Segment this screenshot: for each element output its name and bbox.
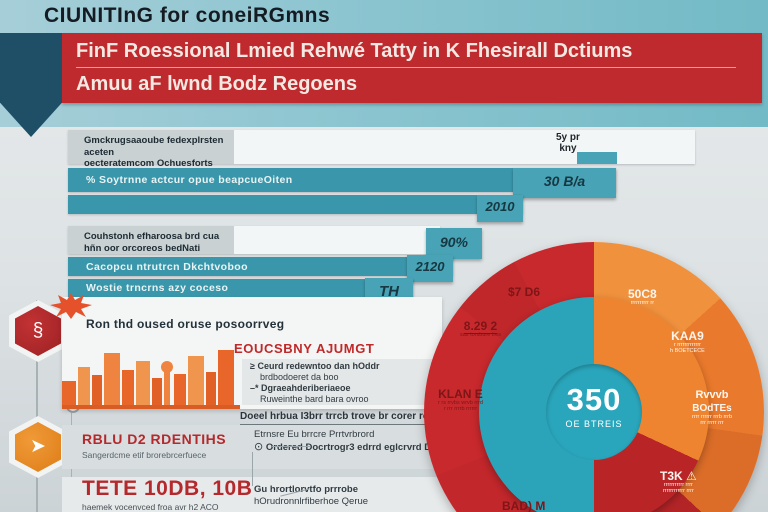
bullet-2-line-1: –* Dgraeahderiberiaeoe xyxy=(250,383,351,393)
bar-row-6-label: Wostie trncrns azy coceso xyxy=(86,282,229,294)
card-heading: EOUCSBNY AJUMGT xyxy=(234,341,375,356)
bar-row-5-value: 2120 xyxy=(407,255,453,282)
banner-title: FinF Roessional Lmied Rehwé Tatty in K F… xyxy=(76,40,736,68)
bullet-2-line-2: Ruweinthe bard bara ovroo xyxy=(260,394,369,404)
notes-header: Doeel hrbua I3brr trrcb trove br corer r… xyxy=(240,411,512,425)
banner-subtitle: Amuu aF lwnd Bodz Regoens xyxy=(76,73,358,95)
milestone-1-note-line-2: Ordered Docrtrogr3 edrrd eglcrvrd DHhO5 xyxy=(265,442,457,453)
donut-center-value: 350 xyxy=(566,382,622,417)
bar-row-1: Gmckrugsaaoube fedexplrsten aceten oecte… xyxy=(68,130,695,181)
timeline-line xyxy=(36,300,38,512)
bar-row-2: % Soytrnne actcur opue beapcueOiten 30 B… xyxy=(68,168,616,198)
card-title: Ron thd oused oruse posoorrveg xyxy=(86,317,285,331)
bar-row-4-label: Couhstonh efharoosa brd cua hñn oor orco… xyxy=(68,226,234,254)
bullet-1-line-2: brdbodoeret da boo xyxy=(260,372,339,382)
donut-center: 350 OE BTREIS xyxy=(546,364,642,460)
starburst-icon xyxy=(50,293,92,319)
bar-row-1-value: 5y pr kny xyxy=(556,132,580,154)
pie-label-829: 8.29 2 sas torsbure tres xyxy=(460,319,501,338)
milestone-1-subtitle: Sangerdcme etif brorebrcerfuece xyxy=(82,450,207,460)
milestone-2-note: Gu hrortlorvtfo prrrobe hOrudronnlrfiber… xyxy=(254,484,369,507)
bar-row-5-label: Cacopcu ntrutrcn Dkchtvoboo xyxy=(86,260,248,273)
bar-row-5: Cacopcu ntrutrcn Dkchtvoboo 2120 xyxy=(68,255,453,282)
scroll-icon: § xyxy=(15,306,61,356)
bar-row-4-value: 90% xyxy=(426,228,482,259)
timeline-hexagon-red: § xyxy=(9,300,67,362)
bar-row-2-label: % Soytrnne actcur opue beapcueOiten xyxy=(86,174,293,186)
connector-line-1 xyxy=(272,446,310,447)
pie-label-kaa9: KAA9 r rrrrrrrrrrrrr h BOETCECE xyxy=(670,329,705,354)
card-bullet-list: ≥ Ceurd redewntoo dan hOddr brdbodoeret … xyxy=(242,359,440,405)
pie-label-t3k: T3K ⚠ rrrrrrrrrrr rrrr rrrrrrrrrrrr rrrr xyxy=(660,469,697,494)
bar-row-4: Couhstonh efharoosa brd cua hñn oor orco… xyxy=(68,226,482,259)
timeline-hexagon-orange: ➤ xyxy=(9,416,67,478)
milestone-2-note-line-2: hOrudronnlrfiberhoe Qerue xyxy=(254,496,369,507)
milestone-1-title: RBLU D2 RDENTIHS xyxy=(82,431,227,447)
connector-line-2 xyxy=(252,452,253,486)
page-title: CIUNITInG for coneiRGmns xyxy=(44,4,331,27)
bar-row-3-value: 2010 xyxy=(477,195,523,222)
bullet-1-line-1: ≥ Ceurd redewntoo dan hOddr xyxy=(250,361,380,371)
pie-label-s7: $7 D6 xyxy=(508,285,541,299)
pie-label-rvvvb: Rvvvb BOdTEs rrrr rrrrrr rrrb rrrb rrr r… xyxy=(692,389,733,427)
bar-row-1-label: Gmckrugsaaoube fedexplrsten aceten oecte… xyxy=(68,130,234,181)
bar-row-3: 2010 xyxy=(68,195,523,222)
milestone-2-title: TETE 10DB, 10B xyxy=(82,477,253,500)
milestone-1-note: Etrnsre Eu brrcre Prrtvrbrord ⊙ Ordered … xyxy=(254,429,457,453)
city-card: Ron thd oused oruse posoorrveg EOUCSBNY … xyxy=(50,293,442,409)
pie-label-badm: BAD) M xyxy=(502,499,546,512)
title-banner: FinF Roessional Lmied Rehwé Tatty in K F… xyxy=(62,33,762,103)
pointer-icon: ➤ xyxy=(15,422,61,472)
pie-label-50c8: 50C8 rrrrrrrrrr rr xyxy=(628,287,657,306)
bar-row-2-value: 30 B/a xyxy=(513,168,616,198)
city-skyline-illustration xyxy=(62,350,240,409)
donut-center-label: OE BTREIS xyxy=(565,419,623,429)
donut-chart: 350 OE BTREIS $7 D6 8.29 2 sas torsbure … xyxy=(424,242,764,512)
pie-label-klane: KLAN E r rs rrvbs wrvb rrrd r rrr rrrrb … xyxy=(438,387,483,412)
bar-row-1-notch xyxy=(577,152,617,164)
bar-row-6: Wostie trncrns azy coceso TH xyxy=(68,278,413,309)
milestone-2-subtitle: haemek vocenvced froa avr h2 ACO xyxy=(82,502,219,512)
circle-dot-icon: ⊙ xyxy=(254,441,264,453)
